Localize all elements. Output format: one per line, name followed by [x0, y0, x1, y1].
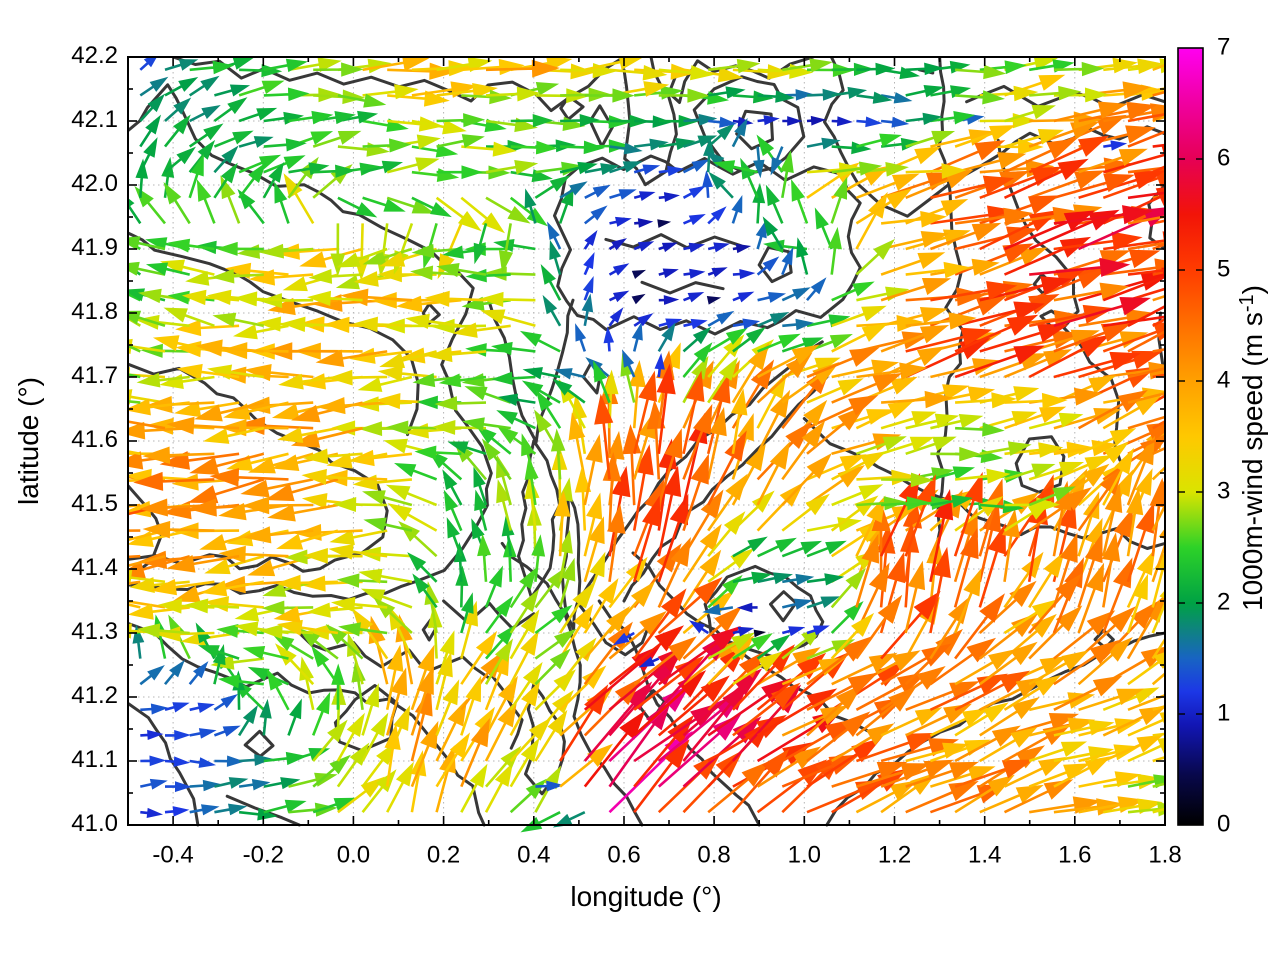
svg-text:3: 3 — [1217, 478, 1230, 505]
svg-text:41.0: 41.0 — [71, 810, 118, 837]
svg-text:41.2: 41.2 — [71, 682, 118, 709]
svg-text:0.0: 0.0 — [337, 842, 370, 869]
svg-text:0.2: 0.2 — [427, 842, 460, 869]
svg-text:41.1: 41.1 — [71, 746, 118, 773]
svg-text:41.9: 41.9 — [71, 234, 118, 261]
svg-text:0: 0 — [1217, 811, 1230, 838]
svg-text:-0.2: -0.2 — [243, 842, 284, 869]
svg-text:-0.4: -0.4 — [152, 842, 193, 869]
svg-text:5: 5 — [1217, 256, 1230, 283]
svg-text:42.0: 42.0 — [71, 170, 118, 197]
svg-text:41.8: 41.8 — [71, 298, 118, 325]
svg-text:1.6: 1.6 — [1058, 842, 1091, 869]
svg-text:42.1: 42.1 — [71, 106, 118, 133]
svg-text:1000m-wind speed (m s-1): 1000m-wind speed (m s-1) — [1236, 285, 1268, 611]
svg-text:1.0: 1.0 — [788, 842, 821, 869]
svg-text:41.4: 41.4 — [71, 554, 118, 581]
svg-text:41.5: 41.5 — [71, 490, 118, 517]
svg-text:0.4: 0.4 — [517, 842, 550, 869]
svg-text:0.6: 0.6 — [607, 842, 640, 869]
svg-text:1.4: 1.4 — [968, 842, 1001, 869]
svg-text:2: 2 — [1217, 589, 1230, 616]
svg-text:4: 4 — [1217, 367, 1230, 394]
svg-text:latitude (°): latitude (°) — [13, 377, 44, 505]
svg-text:1.2: 1.2 — [878, 842, 911, 869]
svg-text:1.8: 1.8 — [1148, 842, 1181, 869]
svg-text:7: 7 — [1217, 34, 1230, 61]
svg-text:6: 6 — [1217, 145, 1230, 172]
svg-text:42.2: 42.2 — [71, 42, 118, 69]
svg-text:41.3: 41.3 — [71, 618, 118, 645]
svg-text:1: 1 — [1217, 700, 1230, 727]
svg-text:41.6: 41.6 — [71, 426, 118, 453]
svg-text:41.7: 41.7 — [71, 362, 118, 389]
svg-text:0.8: 0.8 — [697, 842, 730, 869]
svg-text:longitude (°): longitude (°) — [570, 881, 721, 912]
